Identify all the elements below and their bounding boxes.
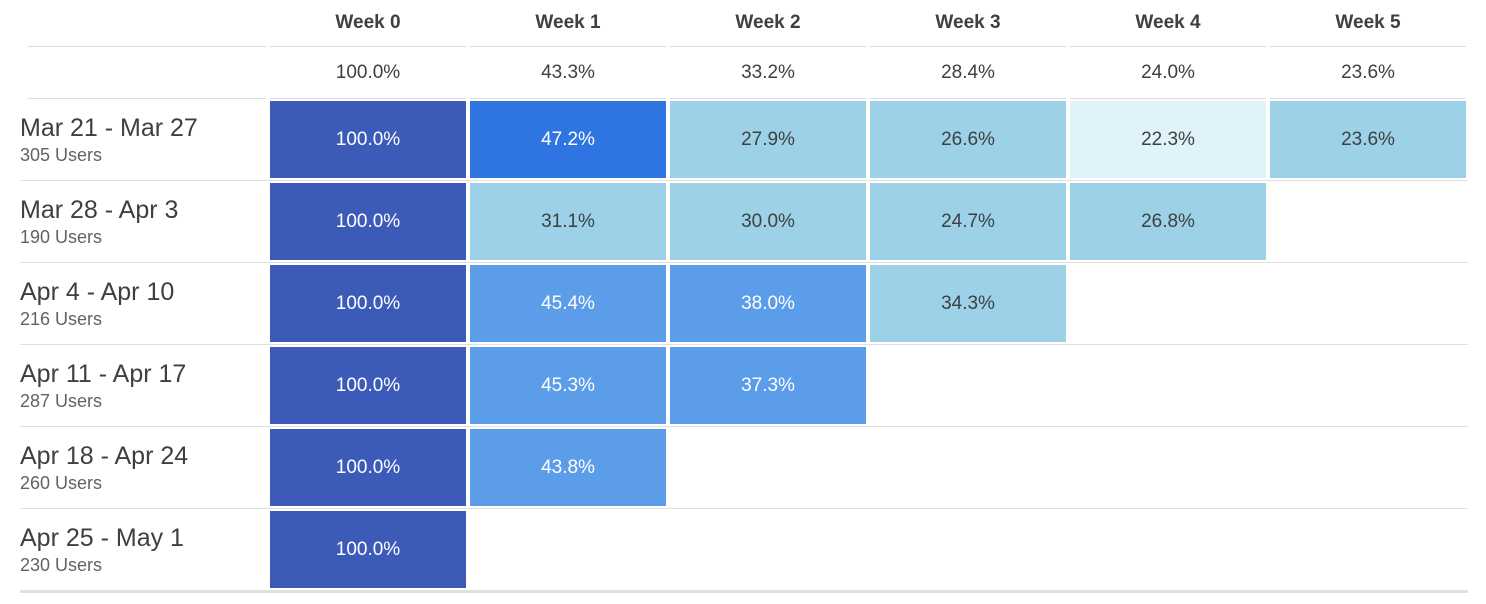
cohort-label: Apr 18 - Apr 24 260 Users (20, 427, 268, 508)
retention-cell-r0-w5: 23.6% (1270, 101, 1466, 178)
retention-cell-r0-w1: 47.2% (470, 101, 666, 178)
week-header-row: Week 0 Week 1 Week 2 Week 3 Week 4 Week 5 (20, 0, 1468, 47)
retention-cell-r0-w0: 100.0% (270, 101, 466, 178)
retention-cell-r1-w2: 30.0% (670, 183, 866, 260)
cohort-row-5: Apr 25 - May 1 230 Users 100.0% (20, 509, 1468, 591)
week-header-1: Week 1 (470, 0, 666, 47)
cohort-user-count: 190 Users (20, 227, 103, 247)
cohort-label: Apr 11 - Apr 17 287 Users (20, 345, 268, 426)
cohort-row-0: Mar 21 - Mar 27 305 Users 100.0% 47.2% 27.9%… (20, 99, 1468, 181)
summary-value-week-0: 100.0% (270, 47, 466, 99)
retention-cell-r1-w4: 26.8% (1070, 183, 1266, 260)
summary-value-week-4: 24.0% (1070, 47, 1266, 99)
summary-value-week-2: 33.2% (670, 47, 866, 99)
cohort-user-count: 305 Users (20, 145, 103, 165)
cohort-rows: Mar 21 - Mar 27 305 Users 100.0% 47.2% 27.9%… (20, 99, 1486, 591)
summary-value-week-3: 28.4% (870, 47, 1066, 99)
retention-cell-r5-w0: 100.0% (270, 511, 466, 588)
week-header-4: Week 4 (1070, 0, 1266, 47)
week-header-0: Week 0 (270, 0, 466, 47)
cohort-row-3: Apr 11 - Apr 17 287 Users 100.0% 45.3% 37.3% (20, 345, 1468, 427)
cohort-label: Apr 4 - Apr 10 216 Users (20, 263, 268, 344)
week-header-5: Week 5 (1270, 0, 1466, 47)
cohort-label: Mar 21 - Mar 27 305 Users (20, 99, 268, 180)
retention-cell-r0-w2: 27.9% (670, 101, 866, 178)
summary-label-spacer (28, 47, 266, 99)
week-header-2: Week 2 (670, 0, 866, 47)
retention-cell-r2-w1: 45.4% (470, 265, 666, 342)
summary-value-week-5: 23.6% (1270, 47, 1466, 99)
cohort-label: Apr 25 - May 1 230 Users (20, 509, 268, 590)
retention-cell-r1-w1: 31.1% (470, 183, 666, 260)
retention-cell-r0-w3: 26.6% (870, 101, 1066, 178)
cohort-row-2: Apr 4 - Apr 10 216 Users 100.0% 45.4% 38.0% 3… (20, 263, 1468, 345)
retention-cell-r2-w0: 100.0% (270, 265, 466, 342)
cohort-row-4: Apr 18 - Apr 24 260 Users 100.0% 43.8% (20, 427, 1468, 509)
cohort-user-count: 216 Users (20, 309, 103, 329)
retention-cell-r2-w2: 38.0% (670, 265, 866, 342)
cohort-date-range: Apr 18 - Apr 24 (20, 442, 189, 470)
retention-cell-r3-w1: 45.3% (470, 347, 666, 424)
retention-cell-r1-w0: 100.0% (270, 183, 466, 260)
retention-cell-r1-w3: 24.7% (870, 183, 1066, 260)
cohort-user-count: 287 Users (20, 391, 103, 411)
retention-cell-r3-w2: 37.3% (670, 347, 866, 424)
week-header-3: Week 3 (870, 0, 1066, 47)
cohort-date-range: Mar 28 - Apr 3 (20, 196, 179, 224)
cohort-row-1: Mar 28 - Apr 3 190 Users 100.0% 31.1% 30.0% 2… (20, 181, 1468, 263)
retention-cell-r2-w3: 34.3% (870, 265, 1066, 342)
retention-cell-r3-w0: 100.0% (270, 347, 466, 424)
cohort-date-range: Mar 21 - Mar 27 (20, 114, 198, 142)
cohort-date-range: Apr 25 - May 1 (20, 524, 184, 552)
table-bottom-border (20, 591, 1468, 593)
cohort-label: Mar 28 - Apr 3 190 Users (20, 181, 268, 262)
cohort-user-count: 260 Users (20, 473, 103, 493)
cohort-label-column-header (28, 0, 266, 47)
retention-cell-r0-w4: 22.3% (1070, 101, 1266, 178)
retention-cell-r4-w1: 43.8% (470, 429, 666, 506)
retention-cell-r4-w0: 100.0% (270, 429, 466, 506)
summary-value-week-1: 43.3% (470, 47, 666, 99)
cohort-date-range: Apr 4 - Apr 10 (20, 278, 175, 306)
cohort-user-count: 230 Users (20, 555, 103, 575)
cohort-date-range: Apr 11 - Apr 17 (20, 360, 187, 388)
summary-row: 100.0% 43.3% 33.2% 28.4% 24.0% 23.6% (20, 47, 1468, 99)
